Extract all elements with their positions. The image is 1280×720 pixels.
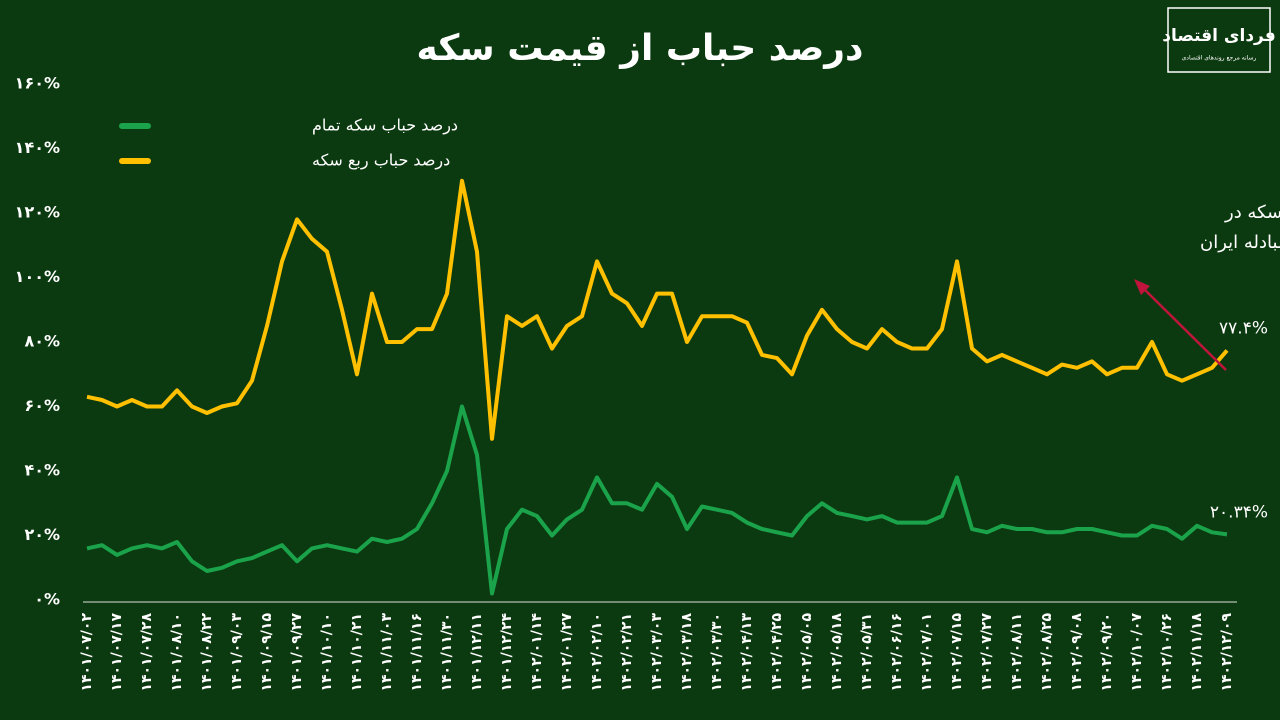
x-tick-label: ۱۴۰۱/۰۷/۲۸ [139, 613, 155, 692]
legend-label: درصد حباب ربع سکه [312, 151, 450, 171]
x-tick-label: ۱۴۰۲/۰۹/۰۸ [1069, 613, 1085, 692]
annotation-arrow [1139, 284, 1227, 371]
x-tick-label: ۱۴۰۲/۰۷/۱۵ [949, 613, 965, 692]
x-tick-label: ۱۴۰۲/۰۵/۰۵ [799, 613, 815, 692]
y-tick-label: ۴۰% [24, 461, 60, 480]
annotation: مرکز مبادله ایران [1200, 232, 1280, 253]
x-tick-label: ۱۴۰۲/۰۶/۱۶ [889, 613, 905, 692]
x-tick-label: ۱۴۰۲/۰۸/۲۵ [1039, 613, 1055, 692]
logo-subtitle: رسانه مرجع روندهای اقتصادی [1182, 55, 1257, 62]
x-tick-label: ۱۴۰۲/۰۲/۲۱ [619, 613, 635, 692]
x-tick-label: ۱۴۰۱/۰۸/۱۰ [169, 613, 185, 692]
x-tick-label: ۱۴۰۲/۰۳/۱۸ [679, 613, 695, 692]
y-tick-label: ۱۰۰% [15, 267, 60, 286]
x-tick-label: ۱۴۰۱/۰۹/۲۷ [289, 613, 305, 692]
x-tick-label: ۱۴۰۱/۱۲/۱۱ [469, 613, 485, 692]
x-tick-label: ۱۴۰۱/۱۰/۲۱ [349, 613, 365, 692]
data-label: ۷۷.۴% [1219, 318, 1268, 338]
y-tick-label: ۸۰% [24, 332, 60, 351]
annotation: آغاز حراج ربع سکه در [1224, 200, 1280, 223]
series-line [86, 404, 1228, 596]
logo-box [1167, 7, 1271, 73]
x-tick-label: ۱۴۰۱/۰۸/۲۲ [199, 613, 215, 692]
y-tick-label: ۱۲۰% [15, 203, 60, 222]
x-tick-label: ۱۴۰۲/۰۷/۲۷ [979, 613, 995, 692]
x-tick-label: ۱۴۰۲/۰۳/۳۰ [709, 613, 725, 692]
x-tick-label: ۱۴۰۲/۰۵/۱۸ [829, 613, 845, 692]
annotation-arrowhead [1134, 279, 1150, 295]
y-tick-label: ۶۰% [24, 396, 60, 415]
x-tick-label: ۱۴۰۲/۰۱/۱۴ [529, 613, 545, 692]
x-tick-label: ۱۴۰۲/۰۴/۱۳ [739, 613, 755, 692]
series-line [86, 178, 1229, 441]
x-tick-label: ۱۴۰۲/۱۰/۰۷ [1129, 613, 1145, 692]
x-tick-label: ۱۴۰۲/۰۲/۱۰ [589, 613, 605, 692]
x-tick-label: ۱۴۰۲/۰۵/۳۱ [859, 613, 875, 692]
legend-label: درصد حباب سکه تمام [312, 116, 458, 136]
y-tick-label: ۱۶۰% [15, 74, 60, 93]
x-tick-label: ۱۴۰۱/۱۱/۰۳ [379, 613, 395, 692]
x-tick-label: ۱۴۰۱/۱۰/۱۰ [319, 613, 335, 692]
x-tick-label: ۱۴۰۱/۰۹/۰۳ [229, 613, 245, 692]
x-tick-label: ۱۴۰۲/۱۰/۲۶ [1159, 613, 1175, 692]
x-tick-label: ۱۴۰۱/۰۷/۰۲ [79, 613, 95, 692]
x-tick-label: ۱۴۰۱/۱۲/۲۴ [499, 613, 515, 692]
logo-title: فردای اقتصاد [1162, 26, 1276, 46]
x-tick-label: ۱۴۰۱/۰۹/۱۵ [259, 613, 275, 692]
x-tick-label: ۱۴۰۱/۱۱/۳۰ [439, 613, 455, 692]
x-tick-label: ۱۴۰۲/۱۱/۱۸ [1189, 613, 1205, 692]
x-tick-label: ۱۴۰۲/۰۴/۲۵ [769, 613, 785, 692]
y-tick-label: ۰% [34, 590, 60, 609]
x-tick-label: ۱۴۰۲/۰۱/۲۷ [559, 613, 575, 692]
y-tick-label: ۱۴۰% [15, 138, 60, 157]
y-tick-label: ۲۰% [24, 525, 60, 544]
chart-title: درصد حباب از قیمت سکه [417, 28, 864, 69]
x-tick-label: ۱۴۰۲/۰۸/۱۱ [1009, 613, 1025, 692]
data-label: ۲۰.۳۴% [1210, 502, 1268, 522]
x-tick-label: ۱۴۰۱/۱۱/۱۶ [409, 613, 425, 692]
x-tick-label: ۱۴۰۲/۰۳/۰۳ [649, 613, 665, 692]
x-tick-label: ۱۴۰۱/۰۷/۱۷ [109, 613, 125, 692]
x-tick-label: ۱۴۰۲/۰۷/۰۱ [919, 613, 935, 692]
x-tick-label: ۱۴۰۲/۰۹/۲۰ [1099, 613, 1115, 692]
x-tick-label: ۱۴۰۲/۱۲/۰۹ [1219, 613, 1235, 692]
